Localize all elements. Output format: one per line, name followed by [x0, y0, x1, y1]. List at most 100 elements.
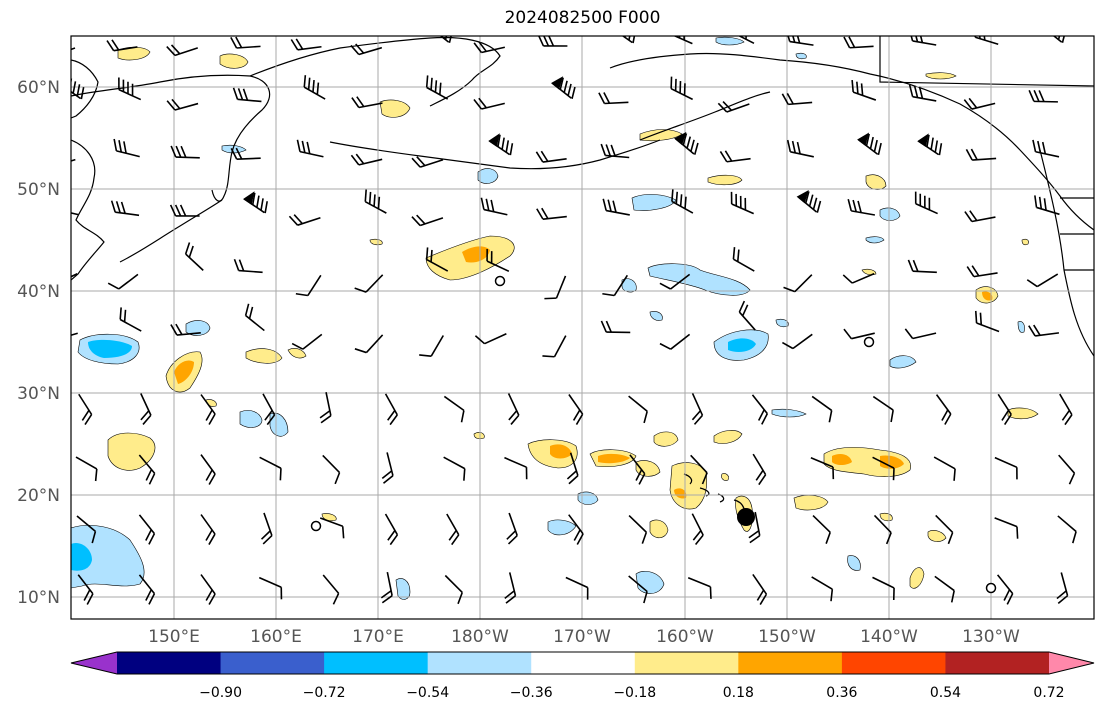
colorbar-segments — [71, 652, 1094, 674]
wind-barb — [537, 36, 568, 47]
map-frame — [70, 35, 1095, 620]
contour-region-positive — [639, 129, 683, 142]
wind-barb — [717, 101, 750, 113]
wind-barb — [535, 150, 567, 163]
colorbar-segment — [841, 652, 946, 674]
wind-barb — [847, 198, 876, 216]
colorbar-outline — [70, 651, 1095, 675]
calm-wind-marker — [985, 582, 997, 594]
wind-barb — [602, 274, 629, 297]
wind-barb — [295, 274, 322, 297]
wind-barb — [350, 153, 383, 166]
wind-barb — [232, 87, 262, 103]
lat-label: 60°N — [17, 78, 60, 98]
wind-barb — [446, 513, 460, 546]
coastline-north-america — [1039, 149, 1094, 357]
wind-barb — [908, 84, 937, 102]
contour-region-positive — [707, 174, 743, 186]
wind-barb — [380, 571, 393, 604]
border-canada — [879, 36, 1094, 87]
wind-barb — [628, 395, 648, 424]
wind-barb — [443, 395, 465, 423]
contour-region-negative — [771, 408, 807, 418]
lat-label: 30°N — [17, 384, 60, 404]
border-us-canada — [1060, 197, 1094, 271]
wind-barb — [536, 207, 567, 220]
wind-barb — [565, 576, 589, 600]
contour-region-positive — [880, 455, 904, 469]
wind-barb — [566, 452, 579, 485]
wind-barb — [691, 513, 704, 546]
lon-label: 170°E — [352, 627, 404, 647]
lon-label: 150°E — [148, 627, 200, 647]
wind-barb — [170, 145, 200, 159]
lat-label: 20°N — [17, 486, 60, 506]
wind-barb — [783, 274, 813, 293]
wind-barb — [473, 41, 506, 54]
wind-barb — [917, 133, 943, 156]
contour-region-negative — [728, 338, 756, 352]
contour-region-negative — [649, 311, 663, 321]
coastlines — [71, 36, 1094, 521]
contour-region-negative — [71, 542, 92, 571]
wind-barb — [568, 394, 584, 425]
contour-region-positive — [649, 519, 669, 539]
wind-barb — [322, 454, 341, 485]
colorbar-tick-label: −0.18 — [613, 685, 656, 701]
wind-barb — [732, 247, 755, 272]
wind-barb — [71, 208, 79, 216]
wind-barb — [568, 514, 584, 545]
map-title: 2024082500 F000 — [504, 8, 661, 28]
contour-region-negative — [88, 339, 132, 358]
contour-region-negative — [879, 207, 901, 221]
wind-barb — [71, 47, 76, 57]
coastline-alaska-peninsula — [639, 91, 771, 141]
wind-barb — [670, 76, 693, 101]
wind-barb — [184, 242, 204, 271]
wind-barb — [303, 75, 326, 100]
wind-barb — [200, 574, 216, 605]
wind-barb — [75, 456, 98, 482]
wind-barb — [411, 214, 444, 227]
contour-region-positive — [982, 291, 993, 301]
wind-barb — [200, 394, 216, 425]
wind-barb — [690, 454, 708, 485]
wind-barb — [166, 44, 199, 57]
wind-barb — [138, 514, 156, 545]
wind-barb — [629, 454, 646, 485]
wind-barb — [781, 93, 813, 106]
wind-barb — [1032, 139, 1060, 158]
wind-barb — [244, 303, 265, 332]
wind-barb — [140, 393, 152, 425]
lon-label: 150°W — [758, 627, 816, 647]
wind-barb — [350, 43, 383, 56]
contour-region-negative — [395, 578, 411, 600]
contour-region-negative — [647, 263, 751, 296]
longitude-labels: 150°E 160°E 170°E 180°W 170°W 160°W 150°… — [148, 627, 1020, 647]
lon-label: 180°W — [451, 627, 509, 647]
wind-barb — [169, 204, 200, 217]
wind-barb — [600, 143, 630, 159]
wind-barb — [200, 454, 216, 485]
contour-region-positive — [174, 360, 194, 384]
wind-barb — [748, 511, 761, 544]
wind-barb — [628, 515, 648, 544]
wind-barb — [872, 456, 895, 481]
contour-region-negative — [775, 318, 789, 328]
wind-barb — [411, 156, 444, 168]
wind-barb — [851, 80, 877, 101]
wind-barb — [719, 150, 751, 163]
storm-location-marker — [737, 508, 755, 526]
contour-region-negative — [1017, 321, 1025, 333]
wind-barb — [811, 576, 834, 602]
wind-barb — [419, 335, 445, 358]
wind-barb — [233, 258, 263, 274]
wind-barb — [966, 265, 998, 278]
wind-barb — [872, 395, 894, 423]
wind-barb — [1034, 195, 1060, 216]
wind-barb — [996, 574, 1014, 605]
wind-barb — [473, 97, 505, 110]
wind-barb — [429, 36, 454, 43]
wind-barb — [504, 456, 528, 480]
wind-barb — [1026, 273, 1059, 288]
